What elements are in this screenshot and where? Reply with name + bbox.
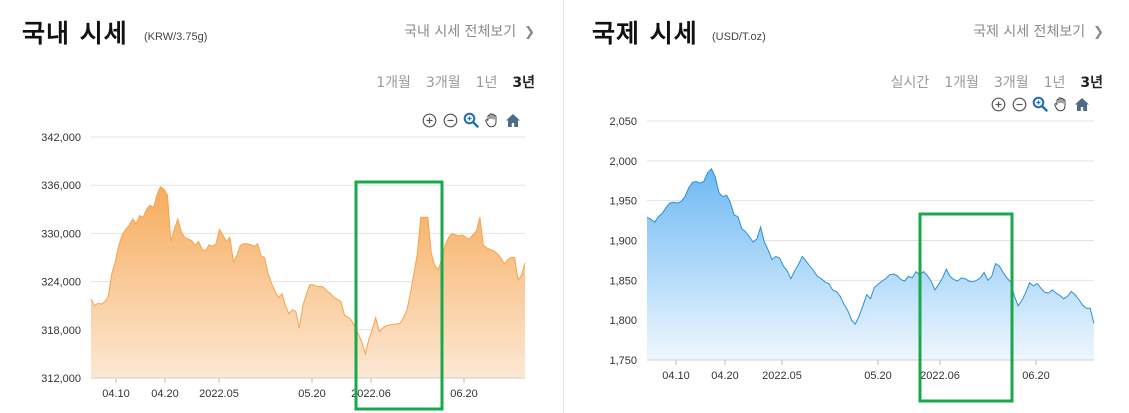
y-tick-label: 2,000 [609,156,637,168]
international-view-all-label: 국제 시세 전체보기 [973,24,1086,40]
zoom-out-icon[interactable] [1011,96,1027,112]
x-tick-label: 06.20 [1022,370,1050,382]
period-tab[interactable]: 3개월 [993,75,1029,91]
series-area [91,186,525,378]
international-unit: (USD/T.oz) [712,31,766,43]
x-tick-label: 05.20 [864,370,892,382]
series-line [646,167,1095,325]
international-view-all-link[interactable]: 국제 시세 전체보기 ❯ [973,21,1104,41]
x-tick-label: 06.20 [450,388,478,400]
international-period-tabs: 실시간 1개월 3개월 1년 3년 [891,72,1103,92]
period-tab[interactable]: 3개월 [425,75,461,91]
y-tick-label: 1,750 [609,355,637,367]
series-line [90,186,526,356]
x-tick-label: 2022.06 [351,388,391,400]
period-tab[interactable]: 실시간 [890,75,930,91]
x-tick-label: 2022.05 [762,370,802,382]
domestic-chart-toolbar [421,112,521,128]
domestic-period-tabs: 1개월 3개월 1년 3년 [376,72,535,92]
zoom-in-icon[interactable] [421,112,437,128]
highlight-box [354,180,444,411]
zoom-select-icon[interactable] [1032,96,1048,112]
domestic-view-all-link[interactable]: 국내 시세 전체보기 ❯ [404,21,535,41]
y-tick-label: 318,000 [41,325,81,337]
x-tick-label: 04.10 [662,370,690,382]
x-tick-label: 2022.06 [920,370,960,382]
zoom-select-icon[interactable] [463,112,479,128]
domestic-unit: (KRW/3.75g) [144,31,208,43]
y-tick-label: 1,900 [609,236,637,248]
y-tick-label: 1,800 [609,315,637,327]
x-tick-label: 2022.05 [199,388,239,400]
home-icon[interactable] [505,112,521,128]
highlight-box [918,212,1014,403]
y-tick-label: 342,000 [41,132,81,144]
zoom-out-icon[interactable] [442,112,458,128]
period-tab[interactable]: 1개월 [944,75,979,91]
pan-hand-icon[interactable] [484,112,500,128]
x-tick-label: 04.20 [711,370,739,382]
domestic-price-panel: 국내 시세 (KRW/3.75g) 국내 시세 전체보기 ❯ 1개월 3개월 1년 3년 [0,0,563,413]
x-tick-label: 04.10 [102,388,130,400]
y-tick-label: 1,950 [609,196,637,208]
series-area [647,168,1094,360]
x-tick-label: 05.20 [298,388,326,400]
period-tab[interactable]: 1년 [1043,75,1066,91]
international-price-panel: 국제 시세 (USD/T.oz) 국제 시세 전체보기 ❯ 실시간 1개월 3개월 1년… [565,0,1129,413]
y-tick-label: 2,050 [609,116,637,128]
pan-hand-icon[interactable] [1053,96,1069,112]
international-chart-toolbar [990,96,1090,112]
y-tick-label: 1,850 [609,275,637,287]
panel-divider [563,0,564,413]
y-tick-label: 312,000 [41,373,81,385]
y-tick-label: 336,000 [41,180,81,192]
domestic-title: 국내 시세 [22,19,128,48]
home-icon[interactable] [1074,96,1090,112]
period-tab[interactable]: 3년 [1080,75,1103,91]
period-tab[interactable]: 3년 [512,75,535,91]
y-tick-label: 330,000 [41,228,81,240]
international-title: 국제 시세 [592,19,698,48]
domestic-view-all-label: 국내 시세 전체보기 [404,24,517,40]
period-tab[interactable]: 1년 [475,75,498,91]
y-tick-label: 324,000 [41,277,81,289]
chevron-right-icon: ❯ [524,25,535,40]
chevron-right-icon: ❯ [1093,25,1104,40]
domestic-gold-chart[interactable]: 312,000 318,000 324,000 330,000 336,000 342,0… [41,132,526,411]
period-tab[interactable]: 1개월 [376,75,411,91]
international-gold-chart[interactable]: 1,750 1,800 1,850 1,900 1,950 2,000 2,050 04.10… [609,116,1095,403]
x-tick-label: 04.20 [151,388,179,400]
zoom-in-icon[interactable] [990,96,1006,112]
